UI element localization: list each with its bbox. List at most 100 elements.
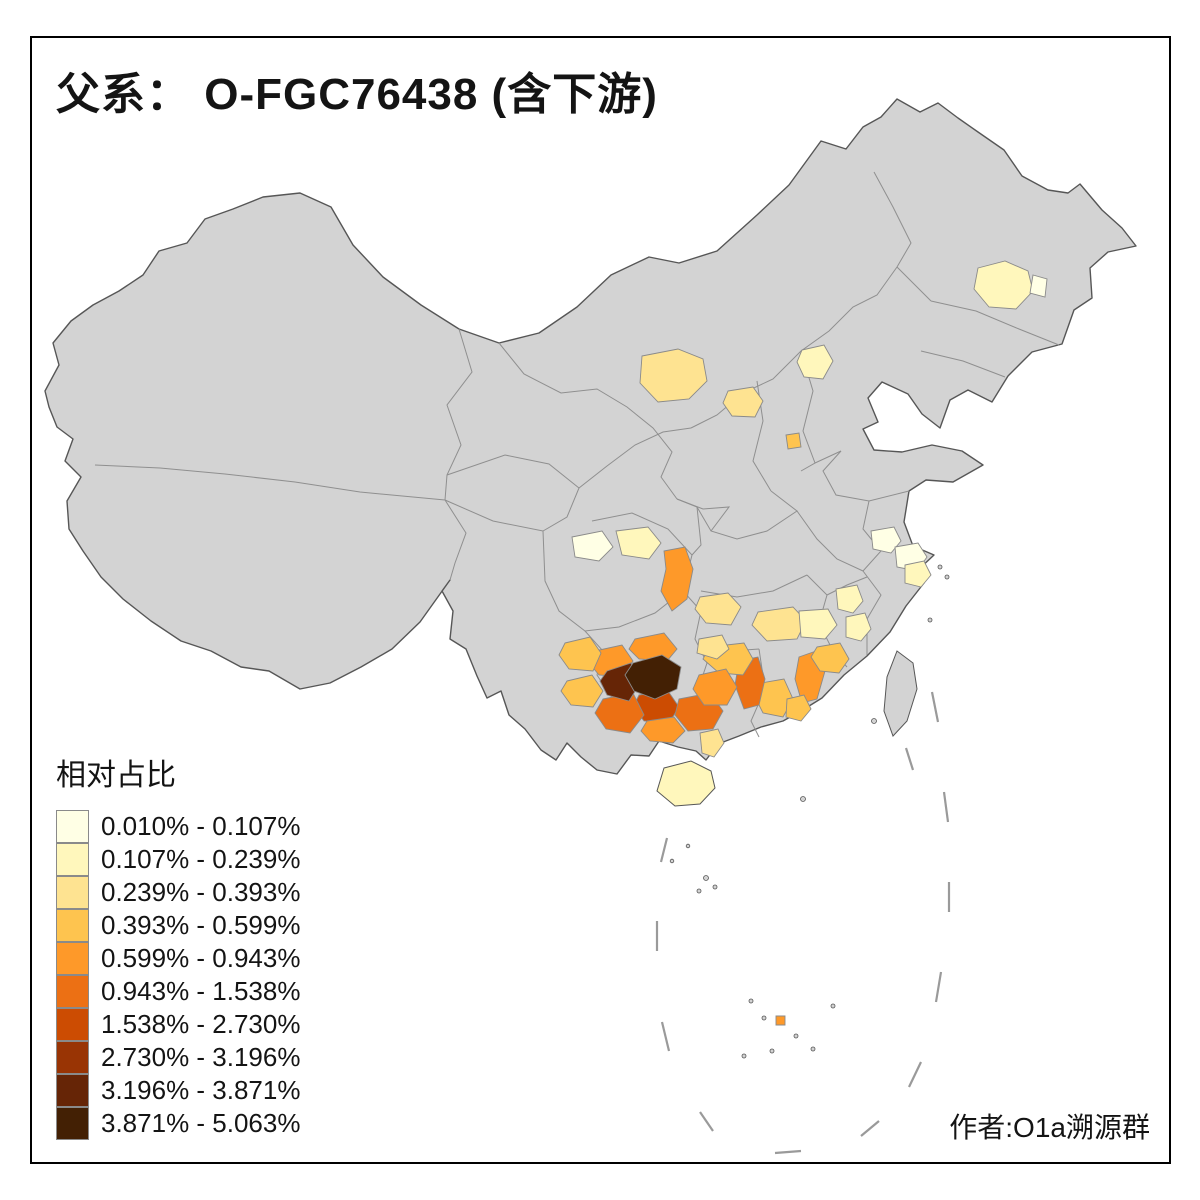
province-border	[814, 450, 842, 464]
legend-label: 2.730% - 3.196%	[101, 1042, 301, 1072]
legend-label: 0.107% - 0.239%	[101, 844, 301, 874]
map-region	[571, 530, 614, 562]
islet	[810, 1046, 816, 1052]
sea-boundary-dash	[904, 747, 915, 771]
islet	[793, 1033, 799, 1039]
map-region	[785, 432, 802, 450]
province-border	[542, 512, 693, 632]
province-border	[682, 590, 708, 688]
islet	[761, 1015, 767, 1021]
legend-row: 0.239% - 0.393%	[56, 876, 300, 909]
legend-label: 0.943% - 1.538%	[101, 976, 301, 1006]
map-region	[696, 634, 730, 660]
legend-swatch	[56, 1008, 89, 1041]
sea-boundary-dash	[660, 1021, 671, 1052]
islet	[748, 998, 754, 1004]
province-border	[822, 450, 910, 502]
islet	[685, 843, 691, 849]
legend-swatch	[56, 843, 89, 876]
map-region	[639, 348, 708, 403]
legend-swatch	[56, 810, 89, 843]
legend-swatch	[56, 942, 89, 975]
sea-boundary-dash	[860, 1120, 880, 1137]
legend-row: 0.107% - 0.239%	[56, 843, 300, 876]
province-border	[826, 576, 868, 596]
map-region	[692, 668, 738, 706]
province-border	[94, 464, 446, 501]
legend-swatch	[56, 1074, 89, 1107]
legend-swatch	[56, 876, 89, 909]
islet	[696, 888, 702, 894]
islet	[741, 1053, 747, 1059]
legend-row: 0.943% - 1.538%	[56, 975, 300, 1008]
legend-label: 0.010% - 0.107%	[101, 811, 301, 841]
legend-swatch	[56, 909, 89, 942]
province-border	[691, 506, 702, 556]
author-credit: 作者:O1a溯源群	[949, 1112, 1150, 1143]
province-border	[676, 498, 731, 532]
legend-swatch	[56, 975, 89, 1008]
map-region	[810, 642, 850, 674]
legend-label: 1.538% - 2.730%	[101, 1009, 301, 1039]
legend-row: 0.010% - 0.107%	[56, 810, 300, 843]
province-border	[444, 328, 473, 501]
legend-row: 3.871% - 5.063%	[56, 1107, 300, 1140]
legend: 相对占比 0.010% - 0.107% 0.107% - 0.239% 0.239…	[56, 750, 300, 1140]
map-region	[699, 728, 725, 758]
province-border	[578, 427, 692, 489]
province-border	[444, 454, 580, 532]
legend-label: 0.393% - 0.599%	[101, 910, 301, 940]
legend-label: 0.599% - 0.943%	[101, 943, 301, 973]
legend-swatch	[56, 1107, 89, 1140]
legend-row: 1.538% - 2.730%	[56, 1008, 300, 1041]
province-border	[896, 266, 932, 302]
map-region	[973, 260, 1034, 310]
map-region	[624, 654, 682, 700]
islet	[703, 875, 709, 881]
islet	[769, 1048, 775, 1054]
islet	[944, 574, 950, 580]
map-region	[904, 560, 932, 588]
legend-row: 0.393% - 0.599%	[56, 909, 300, 942]
map-region	[615, 526, 662, 560]
map-region	[640, 716, 686, 744]
legend-swatch	[56, 1041, 89, 1074]
islet	[669, 858, 675, 864]
sea-boundary-dash	[908, 1061, 922, 1088]
map-region	[845, 612, 872, 642]
province-border	[498, 342, 678, 500]
islet	[871, 718, 877, 724]
islet	[927, 617, 933, 623]
map-region	[796, 344, 834, 380]
figure-title: 父系： O-FGC76438 (含下游)	[56, 70, 658, 119]
taiwan-island	[883, 650, 918, 737]
map-region	[560, 674, 604, 708]
sea-boundary-dash	[934, 971, 943, 1003]
map-region	[694, 592, 742, 626]
sea-boundary-dash	[659, 837, 669, 863]
islet	[712, 884, 718, 890]
legend-row: 3.196% - 3.871%	[56, 1074, 300, 1107]
map-region	[722, 386, 764, 418]
legend-label: 3.871% - 5.063%	[101, 1108, 301, 1138]
map-region	[785, 694, 812, 722]
sea-boundary-dash	[942, 791, 950, 823]
map-region	[660, 546, 694, 612]
islet	[800, 796, 806, 802]
legend-rows: 0.010% - 0.107% 0.107% - 0.239% 0.239% - 0…	[56, 810, 300, 1140]
legend-label: 3.196% - 3.871%	[101, 1075, 301, 1105]
map-region	[798, 608, 838, 640]
map-region	[835, 584, 864, 614]
map-region	[1029, 274, 1048, 298]
legend-row: 0.599% - 0.943%	[56, 942, 300, 975]
province-border	[862, 570, 882, 655]
mainland-china	[44, 98, 1137, 775]
province-border	[920, 350, 1006, 378]
map-region	[751, 606, 807, 642]
sea-boundary-dash	[699, 1111, 714, 1132]
map-region	[558, 636, 602, 672]
legend-label: 0.239% - 0.393%	[101, 877, 301, 907]
islet	[937, 564, 943, 570]
hainan-island	[656, 760, 716, 807]
